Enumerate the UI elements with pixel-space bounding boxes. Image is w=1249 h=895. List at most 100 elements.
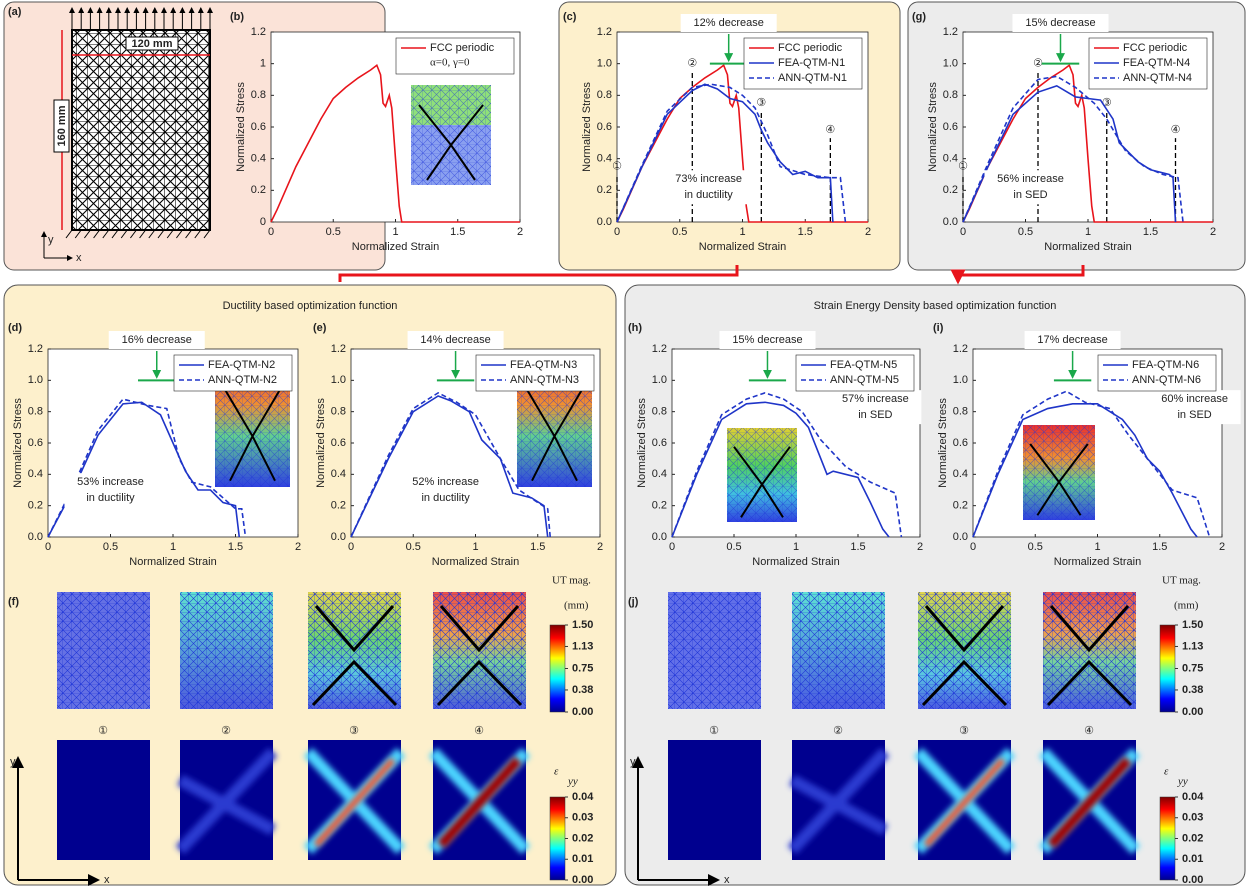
y-axis-label: Normalized Stress <box>927 82 939 172</box>
x-tick-label: 0 <box>45 541 51 553</box>
colorbar-tick-label: 0.02 <box>572 832 593 844</box>
y-tick-label: 0.4 <box>652 468 667 480</box>
image-label: ② <box>221 725 231 737</box>
y-tick-label: 0.8 <box>953 406 968 418</box>
legend-label: FCC periodic <box>778 42 843 54</box>
x-axis-label: Normalized Strain <box>699 241 786 253</box>
y-tick-label: 0.0 <box>28 531 43 543</box>
panel-label: (h) <box>628 322 642 334</box>
marker-label: ④ <box>825 124 835 136</box>
image-label: ① <box>709 725 719 737</box>
x-tick-label: 0 <box>268 226 274 238</box>
colorbar <box>550 625 565 712</box>
legend-note: α=0, γ=0 <box>430 57 470 69</box>
y-tick-label: 0.0 <box>652 531 667 543</box>
x-tick-label: 2 <box>597 541 603 553</box>
y-tick-label: 1.2 <box>331 343 346 355</box>
x-tick-label: 1.5 <box>850 541 865 553</box>
mesh-overlay <box>180 592 273 709</box>
x-tick-label: 1 <box>793 541 799 553</box>
x-axis-label: Normalized Strain <box>1044 241 1131 253</box>
y-tick-label: 0.2 <box>28 500 43 512</box>
legend-label: ANN-QTM-N4 <box>1123 72 1192 84</box>
y-tick-label: 1.0 <box>652 374 667 386</box>
y-tick-label: 0.8 <box>943 89 958 101</box>
colorbar <box>1160 797 1175 880</box>
x-tick-label: 0.5 <box>103 541 118 553</box>
annotation: 57% increase <box>842 393 909 405</box>
colorbar-tick-label: 0.03 <box>572 812 593 824</box>
x-tick-label: 1.5 <box>530 541 545 553</box>
y-tick-label: 0.4 <box>331 468 346 480</box>
x-tick-label: 2 <box>517 226 523 238</box>
y-tick-label: 1.0 <box>331 374 346 386</box>
annotation: 53% increase <box>77 476 144 488</box>
panel-label: (f) <box>8 596 19 608</box>
panel-label: (e) <box>313 322 327 334</box>
colorbar-tick-label: 0.04 <box>1182 791 1204 803</box>
y-tick-label: 1.2 <box>943 26 958 38</box>
colorbar-tick-label: 1.50 <box>1182 619 1203 631</box>
y-tick-label: 0.6 <box>652 437 667 449</box>
y-tick-label: 0.6 <box>597 121 612 133</box>
y-tick-label: 1.0 <box>597 58 612 70</box>
inset-mesh <box>411 85 491 185</box>
x-tick-label: 1 <box>1094 541 1100 553</box>
x-tick-label: 1.5 <box>228 541 243 553</box>
colorbar-tick-label: 1.13 <box>572 640 593 652</box>
y-tick-label: 1.2 <box>251 26 266 38</box>
x-axis-label: Normalized Strain <box>129 556 216 568</box>
y-tick-label: 0.2 <box>251 184 266 196</box>
colorbar-tick-label: 1.13 <box>1182 640 1203 652</box>
y-tick-label: 0.2 <box>943 184 958 196</box>
x-tick-label: 0.5 <box>1028 541 1043 553</box>
marker-label: ② <box>687 58 697 70</box>
annotation: in ductility <box>421 492 470 504</box>
x-tick-label: 1.5 <box>1152 541 1167 553</box>
annotation: 56% increase <box>997 173 1064 185</box>
y-axis-label: Normalized Stress <box>12 398 24 488</box>
annotation: in ductility <box>684 189 733 201</box>
section-title: Ductility based optimization function <box>223 300 398 312</box>
x-tick-label: 0.5 <box>1018 226 1033 238</box>
y-tick-label: 1.0 <box>28 374 43 386</box>
y-tick-label: 0.8 <box>597 89 612 101</box>
image-label: ③ <box>959 725 969 737</box>
annotation: 17% decrease <box>1037 334 1107 346</box>
colorbar-tick-label: 0.38 <box>572 684 593 696</box>
colorbar-tick-label: 0.04 <box>572 791 594 803</box>
image-label: ④ <box>474 725 484 737</box>
marker-label: ② <box>1033 58 1043 70</box>
legend-label: FEA-QTM-N5 <box>830 359 897 371</box>
legend-label: FEA-QTM-N6 <box>1132 359 1199 371</box>
y-tick-label: 1.2 <box>953 343 968 355</box>
inset-mesh <box>727 428 797 522</box>
page: (a) 120 mm 160 mm y x Ductility based op… <box>0 0 1249 895</box>
y-axis-label: Normalized Stress <box>315 398 327 488</box>
y-tick-label: 0 <box>260 216 266 228</box>
panel-label: (b) <box>230 11 244 23</box>
colorbar <box>1160 625 1175 712</box>
marker-label: ① <box>958 160 968 172</box>
x-axis-label: Normalized Strain <box>1054 556 1141 568</box>
x-tick-label: 1 <box>392 226 398 238</box>
x-axis-label: Normalized Strain <box>352 241 439 253</box>
image-label: ② <box>833 725 843 737</box>
y-tick-label: 0.6 <box>943 121 958 133</box>
strain-map <box>57 740 150 860</box>
panel-label: (a) <box>8 6 22 18</box>
colorbar-subscript: yy <box>567 776 578 788</box>
y-tick-label: 0.6 <box>28 437 43 449</box>
image-label: ④ <box>1084 725 1094 737</box>
figure: (a) 120 mm 160 mm y x Ductility based op… <box>0 0 1249 890</box>
legend-label: FEA-QTM-N3 <box>510 359 577 371</box>
y-tick-label: 1.0 <box>953 374 968 386</box>
x-tick-label: 2 <box>917 541 923 553</box>
y-tick-label: 0.4 <box>597 153 612 165</box>
x-tick-label: 0.5 <box>726 541 741 553</box>
y-tick-label: 1.2 <box>652 343 667 355</box>
colorbar-symbol: ε <box>1164 766 1169 778</box>
x-tick-label: 1.5 <box>1143 226 1158 238</box>
y-tick-label: 1.2 <box>28 343 43 355</box>
annotation: 15% decrease <box>732 334 802 346</box>
